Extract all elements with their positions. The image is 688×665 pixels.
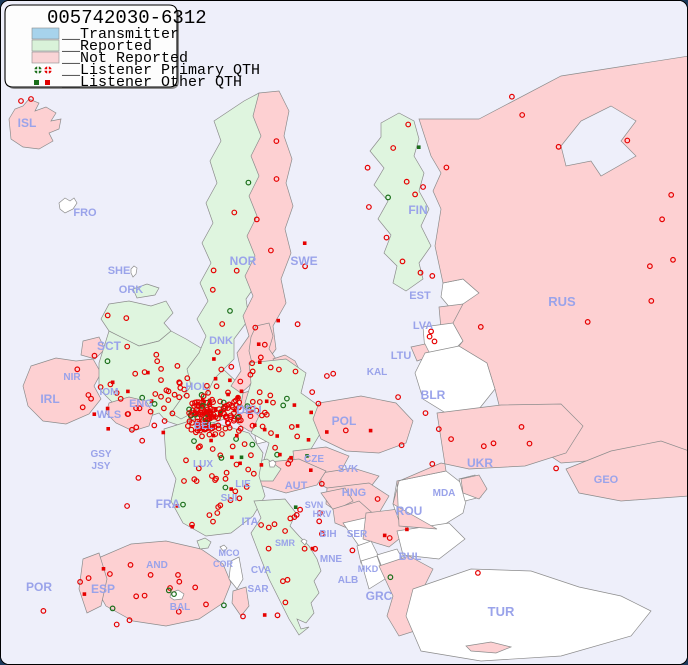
- svg-text:KAL: KAL: [367, 367, 388, 378]
- svg-text:NOR: NOR: [230, 254, 257, 268]
- svg-text:SUI: SUI: [221, 493, 238, 504]
- svg-text:GEO: GEO: [594, 474, 619, 486]
- svg-text:POR: POR: [26, 580, 52, 594]
- svg-text:SMR: SMR: [275, 538, 296, 548]
- svg-text:LUX: LUX: [193, 459, 213, 470]
- svg-text:TUR: TUR: [488, 604, 515, 619]
- svg-text:SWE: SWE: [290, 254, 317, 268]
- svg-text:ROU: ROU: [396, 504, 423, 518]
- svg-text:HNG: HNG: [342, 487, 366, 499]
- svg-text:LTU: LTU: [391, 350, 412, 362]
- svg-text:SHE: SHE: [108, 265, 131, 277]
- svg-text:ENG: ENG: [129, 398, 153, 410]
- svg-text:COR: COR: [213, 559, 234, 569]
- svg-text:IOM: IOM: [100, 387, 119, 398]
- svg-text:IRL: IRL: [40, 392, 59, 406]
- svg-text:LIE: LIE: [235, 479, 251, 490]
- svg-text:AND: AND: [146, 560, 168, 571]
- svg-text:RUS: RUS: [548, 294, 576, 309]
- svg-text:UKR: UKR: [467, 456, 493, 470]
- svg-text:EST: EST: [409, 290, 431, 302]
- svg-text:ITA: ITA: [242, 516, 259, 528]
- svg-text:POL: POL: [332, 414, 357, 428]
- svg-text:GRC: GRC: [366, 589, 393, 603]
- svg-text:DEU: DEU: [236, 403, 261, 417]
- svg-text:BAL: BAL: [170, 602, 191, 613]
- svg-text:BEL: BEL: [194, 421, 214, 432]
- svg-text:MKD: MKD: [358, 564, 379, 574]
- svg-text:SAR: SAR: [247, 584, 269, 595]
- svg-text:AUT: AUT: [285, 480, 308, 492]
- svg-text:HRV: HRV: [313, 509, 332, 519]
- svg-text:FRO: FRO: [73, 207, 97, 219]
- svg-text:__Listener Other QTH: __Listener Other QTH: [61, 74, 242, 91]
- svg-text:BLR: BLR: [421, 388, 446, 402]
- svg-text:SCT: SCT: [97, 339, 122, 353]
- svg-text:ISL: ISL: [18, 116, 37, 130]
- svg-text:MDA: MDA: [433, 488, 456, 499]
- svg-text:ALB: ALB: [338, 575, 359, 586]
- svg-text:CZE: CZE: [304, 454, 324, 465]
- svg-text:CVA: CVA: [251, 565, 271, 576]
- svg-text:ORK: ORK: [119, 284, 144, 296]
- svg-text:FIN: FIN: [408, 203, 427, 217]
- svg-text:NIR: NIR: [63, 372, 81, 383]
- svg-text:BIH: BIH: [319, 529, 336, 540]
- svg-text:JSY: JSY: [92, 461, 111, 472]
- svg-text:SVK: SVK: [338, 464, 359, 475]
- svg-text:WLS: WLS: [97, 409, 121, 421]
- svg-text:HOL: HOL: [185, 381, 209, 393]
- svg-text:MNE: MNE: [320, 554, 343, 565]
- svg-text:BUL: BUL: [399, 551, 422, 563]
- svg-text:MCO: MCO: [219, 548, 240, 558]
- svg-text:FRA: FRA: [156, 497, 181, 511]
- svg-text:ESP: ESP: [91, 582, 115, 596]
- svg-text:GSY: GSY: [90, 449, 111, 460]
- svg-text:DNK: DNK: [209, 335, 233, 347]
- svg-text:LVA: LVA: [413, 320, 433, 332]
- svg-text:SER: SER: [347, 529, 368, 540]
